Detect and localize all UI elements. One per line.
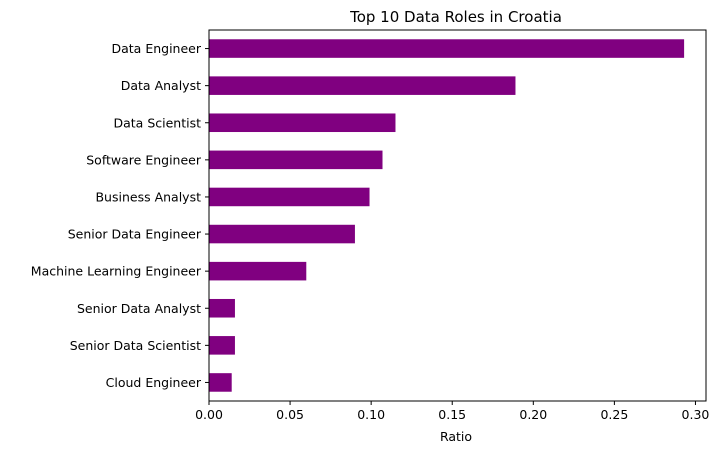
y-tick-label: Machine Learning Engineer xyxy=(31,264,202,279)
y-axis: Data Engineer Data Analyst Data Scientist S… xyxy=(31,41,209,390)
y-tick-label: Software Engineer xyxy=(86,152,202,167)
bar-senior-data-engineer xyxy=(209,224,355,244)
x-tick-label: 0.15 xyxy=(438,407,466,422)
chart-title: Top 10 Data Roles in Croatia xyxy=(349,8,562,26)
y-tick-label: Business Analyst xyxy=(95,189,201,204)
x-tick-label: 0.10 xyxy=(357,407,385,422)
y-tick-label: Cloud Engineer xyxy=(106,375,202,390)
y-tick-label: Senior Data Analyst xyxy=(77,301,201,316)
bar-data-engineer xyxy=(209,39,685,58)
y-tick-label: Data Engineer xyxy=(112,41,202,56)
bar-machine-learning-engineer xyxy=(209,261,307,281)
bar-senior-data-scientist xyxy=(209,336,235,355)
y-tick-label: Data Analyst xyxy=(121,78,201,93)
x-tick-label: 0.00 xyxy=(195,407,223,422)
y-tick-label: Senior Data Scientist xyxy=(70,338,201,353)
bar-data-analyst xyxy=(209,76,516,95)
x-tick-label: 0.30 xyxy=(682,407,710,422)
x-tick-label: 0.25 xyxy=(600,407,628,422)
x-tick-label: 0.20 xyxy=(519,407,547,422)
plot-frame xyxy=(208,29,707,402)
x-axis: 0.00 0.05 0.10 0.15 0.20 0.25 0.30 xyxy=(195,401,709,422)
x-axis-label: Ratio xyxy=(440,429,472,444)
bar-data-scientist xyxy=(209,113,396,133)
bar-senior-data-analyst xyxy=(209,298,235,318)
bar-cloud-engineer xyxy=(209,373,232,392)
y-tick-label: Senior Data Engineer xyxy=(68,227,202,242)
bar-software-engineer xyxy=(209,150,383,170)
bars-group xyxy=(209,39,685,392)
y-tick-label: Data Scientist xyxy=(114,115,202,130)
x-tick-label: 0.05 xyxy=(276,407,304,422)
bar-business-analyst xyxy=(209,187,370,207)
